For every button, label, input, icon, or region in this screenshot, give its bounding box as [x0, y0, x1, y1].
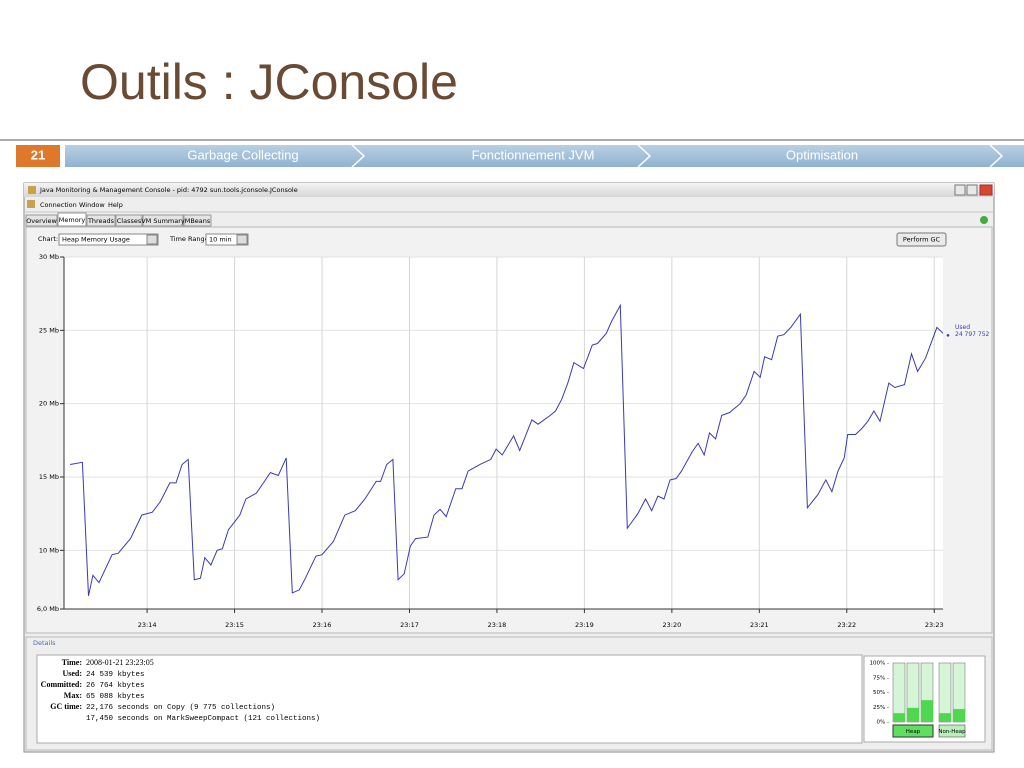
close-button[interactable]	[979, 184, 993, 196]
detail-value: 22,176 seconds on Copy (9 775 collection…	[86, 704, 275, 712]
tab-label: Memory	[59, 216, 86, 224]
maximize-button[interactable]	[966, 184, 978, 196]
detail-label: GC time:	[50, 702, 82, 711]
nav-chevron	[351, 144, 366, 168]
detail-label: Committed:	[41, 680, 82, 689]
slide-title: Outils : JConsole	[80, 54, 458, 110]
gauge-tick-label: 50% -	[873, 690, 889, 696]
tab[interactable]	[115, 214, 143, 227]
tab-label: MBeans	[185, 217, 211, 225]
gauge-fill	[939, 713, 951, 722]
nav-item[interactable]: Garbage Collecting	[187, 147, 298, 162]
x-tick-label: 23:19	[575, 621, 594, 629]
series-line	[70, 303, 944, 596]
gauge-tick-label: 0% -	[877, 720, 889, 726]
gauge-tick-label: 25% -	[873, 705, 889, 711]
tab-label: VM Summary	[141, 217, 185, 225]
window-title: Java Monitoring & Management Console - p…	[39, 186, 298, 194]
x-tick-label: 23:20	[662, 621, 681, 629]
tab[interactable]	[142, 214, 184, 227]
nav-bar	[65, 145, 1024, 167]
y-tick-label: 30 Mb	[39, 253, 59, 261]
chart-select-value: Heap Memory Usage	[62, 236, 130, 244]
gauge-fill	[907, 707, 919, 722]
range-select[interactable]	[205, 233, 249, 246]
detail-value: 24 539 kbytes	[86, 671, 145, 679]
nav-item[interactable]: Fonctionnement JVM	[472, 147, 595, 162]
detail-label: Time:	[62, 658, 82, 667]
app-icon	[28, 186, 36, 194]
tab[interactable]	[183, 214, 212, 227]
gauge-button-label: Heap	[906, 729, 921, 735]
x-tick-label: 23:17	[400, 621, 419, 629]
detail-label: Used:	[62, 669, 82, 678]
nav-chevron	[637, 144, 652, 168]
gauges: 100% - 75% - 50% - 25% - 0% - Heap Non-Heap	[870, 661, 966, 738]
gauge-fill	[921, 700, 933, 722]
plot-area	[64, 257, 943, 609]
tab-label: Threads	[87, 217, 115, 225]
x-tick-label: 23:23	[925, 621, 944, 629]
slide-number: 21	[31, 147, 45, 162]
chart-label: Chart:	[38, 235, 58, 243]
perform-gc-button[interactable]	[896, 232, 947, 247]
detail-value: 26 764 kbytes	[86, 682, 145, 690]
gauge-button	[938, 724, 966, 738]
connection-icon	[980, 216, 988, 224]
gauge-tick-label: 100% -	[870, 661, 889, 667]
tab-selected[interactable]	[57, 212, 87, 227]
tab[interactable]	[25, 214, 58, 227]
plot: 30 Mb 25 Mb 20 Mb 15 Mb 10 Mb 6,0 Mb 23:14 23:1…	[37, 253, 990, 629]
detail-value: 2008-01-21 23:23:05	[86, 658, 154, 667]
detail-value: 65 088 kbytes	[86, 693, 145, 701]
x-tick-label: 23:22	[837, 621, 856, 629]
nav-item[interactable]: Optimisation	[786, 147, 858, 162]
x-tick-label: 23:21	[750, 621, 769, 629]
menu-item[interactable]: Window	[79, 201, 105, 209]
details-box	[36, 654, 863, 744]
details: Time: 2008-01-21 23:23:05 Used: 24 539 kbyt…	[41, 658, 320, 723]
legend-dot	[946, 333, 950, 337]
gauge-button-label: Non-Heap	[938, 729, 966, 735]
title-bar	[24, 183, 994, 197]
menu-item[interactable]: Connection	[40, 201, 77, 209]
perform-gc-label: Perform GC	[903, 236, 941, 244]
x-tick-label: 23:18	[488, 621, 507, 629]
gauge-button	[892, 724, 934, 738]
tab-label: Overview	[26, 217, 57, 225]
y-tick-label: 6,0 Mb	[37, 605, 59, 613]
gauge-tick-label: 75% -	[873, 675, 889, 681]
nav-chevron	[989, 144, 1004, 168]
gauge-fill	[953, 709, 965, 722]
doc-icon	[27, 200, 35, 208]
gauge-fill	[893, 713, 905, 722]
select-arrow[interactable]	[146, 234, 158, 245]
y-tick-label: 25 Mb	[39, 326, 59, 334]
detail-label: Max:	[64, 691, 82, 700]
range-select-value: 10 min	[209, 236, 232, 244]
y-tick-label: 15 Mb	[39, 473, 59, 481]
details-title: Details	[33, 639, 56, 647]
detail-value: 17,450 seconds on MarkSweepCompact (121 …	[86, 715, 320, 723]
tab[interactable]	[86, 214, 116, 227]
y-tick-label: 10 Mb	[39, 546, 59, 554]
select-arrow[interactable]	[236, 234, 248, 245]
tab-label: Classes	[117, 217, 142, 225]
slide-number-box	[16, 145, 60, 167]
menu-item[interactable]: Help	[108, 201, 123, 209]
chart-select[interactable]	[58, 233, 159, 246]
legend-name: Used	[955, 324, 970, 331]
y-tick-label: 20 Mb	[39, 400, 59, 408]
minimize-button[interactable]	[954, 184, 966, 196]
x-tick-label: 23:15	[225, 621, 244, 629]
x-tick-label: 23:16	[313, 621, 332, 629]
x-tick-label: 23:14	[138, 621, 157, 629]
legend-value: 24 797 752	[955, 331, 990, 338]
range-label: Time Range:	[169, 235, 211, 243]
